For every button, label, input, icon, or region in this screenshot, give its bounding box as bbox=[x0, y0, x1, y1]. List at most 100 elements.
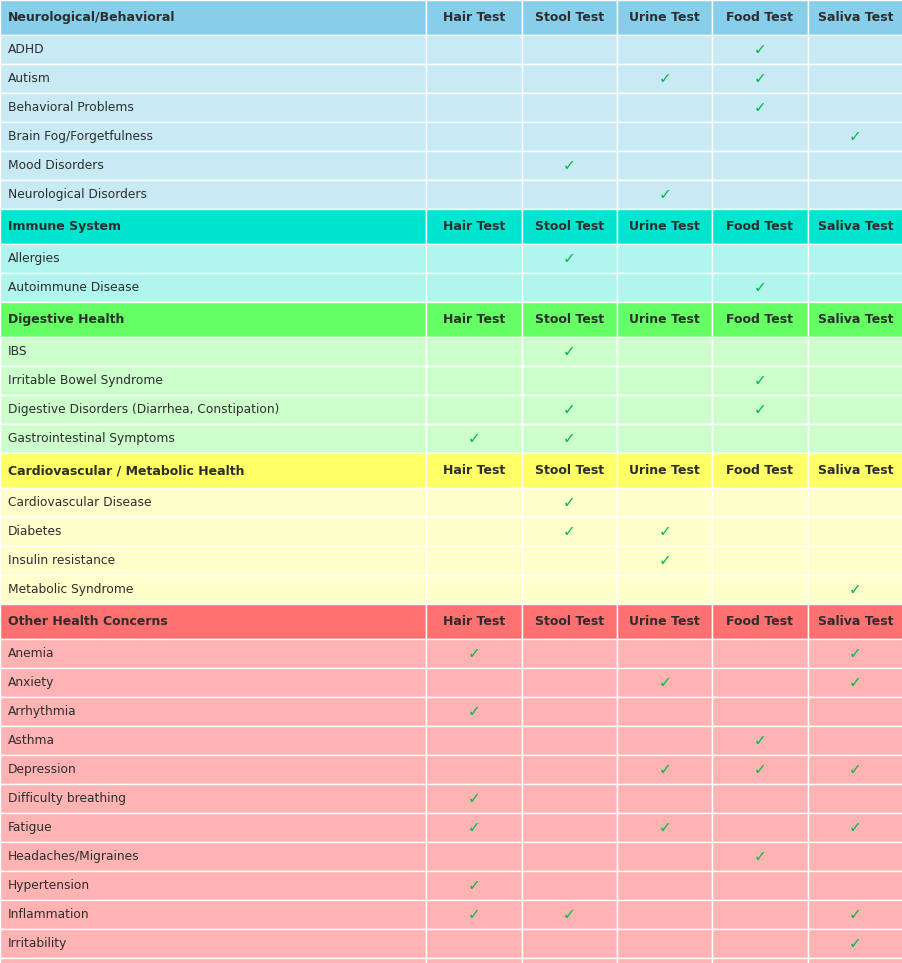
Bar bbox=[426, 900, 521, 929]
Text: Headaches/Migraines: Headaches/Migraines bbox=[8, 850, 140, 863]
Bar bbox=[521, 0, 616, 35]
Bar bbox=[521, 337, 616, 366]
Bar bbox=[0, 726, 426, 755]
Text: Autism: Autism bbox=[8, 72, 51, 85]
Bar bbox=[0, 302, 426, 337]
Text: Irritable Bowel Syndrome: Irritable Bowel Syndrome bbox=[8, 374, 162, 387]
Bar bbox=[521, 604, 616, 639]
Text: Anemia: Anemia bbox=[8, 647, 54, 660]
Text: ✓: ✓ bbox=[562, 251, 575, 266]
Text: ✓: ✓ bbox=[467, 646, 480, 661]
Text: Urine Test: Urine Test bbox=[629, 11, 699, 24]
Bar bbox=[712, 517, 806, 546]
Bar bbox=[616, 639, 712, 668]
Bar bbox=[0, 604, 426, 639]
Text: ✓: ✓ bbox=[467, 704, 480, 719]
Bar bbox=[616, 453, 712, 488]
Text: ✓: ✓ bbox=[848, 675, 861, 690]
Bar bbox=[426, 726, 521, 755]
Bar bbox=[616, 813, 712, 842]
Text: Irritability: Irritability bbox=[8, 937, 68, 950]
Text: ✓: ✓ bbox=[658, 524, 670, 539]
Text: ✓: ✓ bbox=[753, 100, 766, 115]
Bar bbox=[712, 35, 806, 64]
Text: Urine Test: Urine Test bbox=[629, 313, 699, 326]
Bar bbox=[0, 244, 426, 273]
Bar bbox=[616, 575, 712, 604]
Bar bbox=[0, 929, 426, 958]
Bar bbox=[0, 453, 426, 488]
Bar bbox=[806, 697, 902, 726]
Bar bbox=[0, 517, 426, 546]
Bar bbox=[806, 302, 902, 337]
Bar bbox=[712, 209, 806, 244]
Text: Other Health Concerns: Other Health Concerns bbox=[8, 615, 168, 628]
Bar bbox=[616, 0, 712, 35]
Text: Mood Disorders: Mood Disorders bbox=[8, 159, 104, 172]
Text: Neurological Disorders: Neurological Disorders bbox=[8, 188, 147, 201]
Bar bbox=[806, 668, 902, 697]
Text: Depression: Depression bbox=[8, 763, 77, 776]
Text: ✓: ✓ bbox=[753, 402, 766, 417]
Bar bbox=[426, 180, 521, 209]
Bar bbox=[806, 122, 902, 151]
Text: Hair Test: Hair Test bbox=[442, 615, 504, 628]
Bar bbox=[521, 93, 616, 122]
Text: ✓: ✓ bbox=[658, 187, 670, 202]
Bar bbox=[806, 93, 902, 122]
Bar bbox=[616, 546, 712, 575]
Text: ✓: ✓ bbox=[658, 553, 670, 568]
Bar bbox=[521, 697, 616, 726]
Text: IBS: IBS bbox=[8, 345, 27, 358]
Bar bbox=[521, 180, 616, 209]
Text: ✓: ✓ bbox=[562, 907, 575, 922]
Bar bbox=[426, 488, 521, 517]
Bar bbox=[806, 842, 902, 871]
Bar bbox=[426, 813, 521, 842]
Text: Cardiovascular / Metabolic Health: Cardiovascular / Metabolic Health bbox=[8, 464, 244, 477]
Bar bbox=[616, 517, 712, 546]
Bar bbox=[616, 424, 712, 453]
Bar bbox=[712, 871, 806, 900]
Bar bbox=[712, 337, 806, 366]
Text: Urine Test: Urine Test bbox=[629, 615, 699, 628]
Text: Hypertension: Hypertension bbox=[8, 879, 90, 892]
Bar bbox=[806, 337, 902, 366]
Bar bbox=[616, 784, 712, 813]
Text: ✓: ✓ bbox=[467, 907, 480, 922]
Text: Saliva Test: Saliva Test bbox=[816, 464, 892, 477]
Text: ✓: ✓ bbox=[753, 733, 766, 748]
Bar bbox=[806, 395, 902, 424]
Bar bbox=[616, 697, 712, 726]
Bar bbox=[426, 697, 521, 726]
Bar bbox=[712, 453, 806, 488]
Bar bbox=[616, 366, 712, 395]
Text: ADHD: ADHD bbox=[8, 43, 44, 56]
Bar bbox=[426, 302, 521, 337]
Text: ✓: ✓ bbox=[467, 431, 480, 446]
Bar bbox=[0, 488, 426, 517]
Bar bbox=[426, 784, 521, 813]
Text: Food Test: Food Test bbox=[726, 220, 793, 233]
Bar bbox=[521, 35, 616, 64]
Bar bbox=[616, 604, 712, 639]
Bar bbox=[806, 244, 902, 273]
Bar bbox=[426, 35, 521, 64]
Bar bbox=[426, 337, 521, 366]
Text: Inflammation: Inflammation bbox=[8, 908, 89, 921]
Bar bbox=[0, 151, 426, 180]
Text: Difficulty breathing: Difficulty breathing bbox=[8, 792, 126, 805]
Bar bbox=[712, 180, 806, 209]
Bar bbox=[0, 546, 426, 575]
Text: Urine Test: Urine Test bbox=[629, 220, 699, 233]
Text: Behavioral Problems: Behavioral Problems bbox=[8, 101, 133, 114]
Bar bbox=[426, 604, 521, 639]
Bar bbox=[426, 122, 521, 151]
Text: Asthma: Asthma bbox=[8, 734, 55, 747]
Text: ✓: ✓ bbox=[848, 936, 861, 951]
Bar bbox=[806, 546, 902, 575]
Text: ✓: ✓ bbox=[562, 344, 575, 359]
Bar bbox=[616, 958, 712, 963]
Bar bbox=[426, 517, 521, 546]
Bar bbox=[616, 726, 712, 755]
